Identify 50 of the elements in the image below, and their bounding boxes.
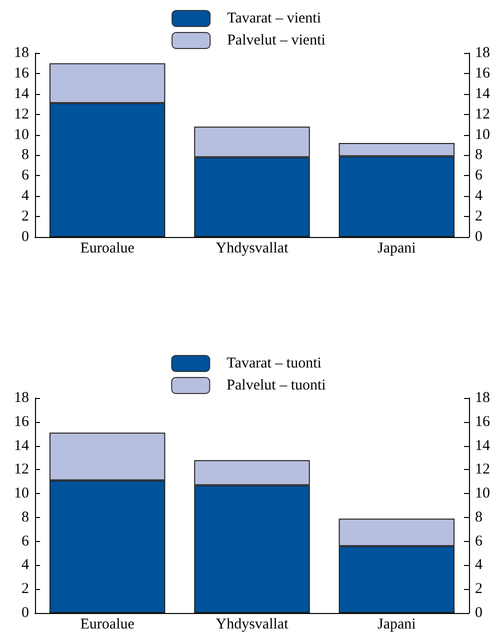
y-tick-label: 18: [14, 390, 29, 406]
y-tick-label: 14: [14, 438, 30, 454]
legend-label: Palvelut – tuonti: [226, 378, 326, 394]
y2-tick-label: 6: [475, 168, 483, 184]
y2-tick-label: 12: [475, 106, 490, 122]
y-tick-label: 16: [14, 65, 30, 82]
legend-label: Tavarat – tuonti: [226, 356, 322, 372]
y2-tick-label: 0: [475, 229, 482, 245]
y-tick-label: 6: [22, 533, 30, 550]
x-tick-label: Japani: [378, 240, 416, 256]
y2-tick-label: 2: [475, 581, 482, 598]
y2-tick-label: 16: [475, 414, 490, 430]
y2-tick-label: 18: [475, 45, 490, 61]
y2-tick-label: 10: [475, 126, 490, 143]
y2-tick-label: 12: [475, 462, 490, 478]
y-tick-label: 2: [22, 581, 29, 598]
y-tick-label: 8: [22, 147, 29, 164]
legend-label: Palvelut – vienti: [227, 32, 326, 48]
y2-tick-label: 14: [475, 438, 490, 454]
y-tick-label: 8: [22, 509, 29, 526]
y-tick-label: 12: [14, 462, 29, 478]
y2-tick-label: 6: [475, 533, 483, 550]
y-tick-label: 6: [22, 168, 30, 184]
x-tick-label: Euroalue: [80, 240, 135, 256]
y2-tick-label: 18: [475, 390, 490, 406]
y-tick-label: 18: [14, 45, 29, 61]
legend-label: Tavarat – vienti: [227, 10, 322, 26]
y2-tick-label: 14: [475, 86, 490, 102]
y-tick-label: 4: [22, 188, 30, 204]
y2-tick-label: 4: [475, 188, 483, 204]
y2-tick-label: 10: [475, 486, 490, 502]
y-tick-label: 10: [14, 126, 29, 143]
y-tick-label: 4: [22, 557, 30, 574]
x-tick-label: Yhdysvallat: [216, 240, 290, 256]
y2-tick-label: 4: [475, 557, 483, 574]
x-tick-label: Japani: [378, 616, 416, 632]
x-tick-label: Euroalue: [80, 616, 135, 632]
y-tick-label: 14: [14, 86, 30, 102]
y-tick-label: 12: [14, 106, 29, 122]
y2-tick-label: 8: [475, 147, 482, 164]
y2-tick-label: 2: [475, 208, 482, 225]
y-tick-label: 2: [22, 208, 29, 225]
x-tick-label: Yhdysvallat: [216, 616, 290, 632]
y2-tick-label: 0: [475, 605, 482, 621]
y-tick-label: 16: [14, 414, 30, 430]
y-tick-label: 10: [14, 486, 29, 502]
y2-tick-label: 8: [475, 509, 482, 526]
y-tick-label: 0: [22, 605, 29, 621]
y2-tick-label: 16: [475, 65, 490, 82]
y-tick-label: 0: [22, 229, 29, 245]
